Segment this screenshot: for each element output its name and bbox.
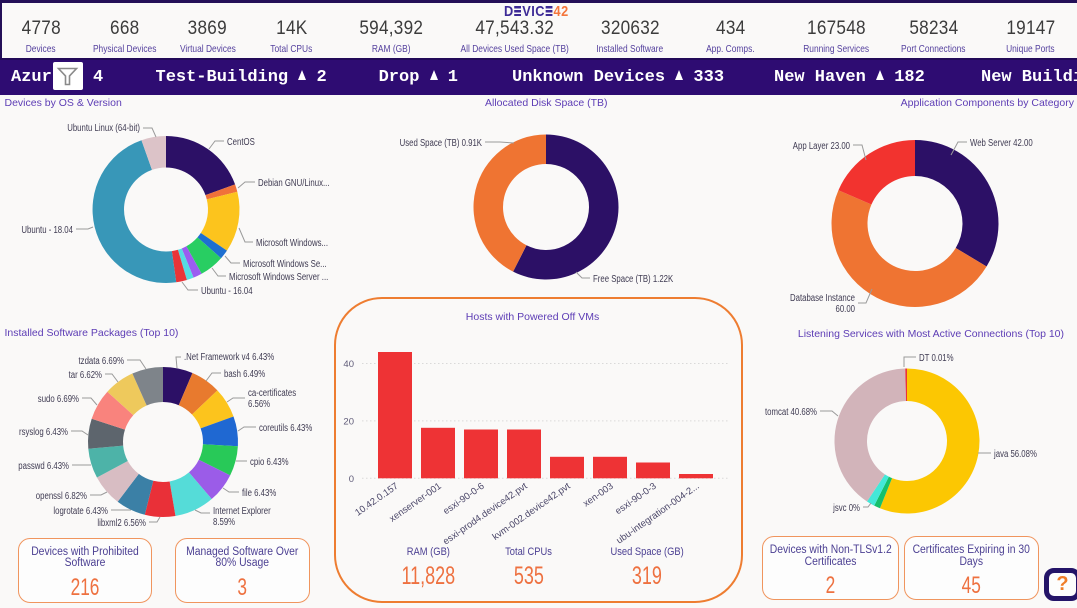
svg-text:xen-003: xen-003 (581, 481, 615, 510)
svg-text:ubu-integration-004-2...: ubu-integration-004-2... (614, 481, 701, 547)
svg-text:Ubuntu - 18.04: Ubuntu - 18.04 (21, 225, 73, 236)
svg-text:0: 0 (349, 474, 354, 485)
svg-text:Internet Explorer: Internet Explorer (213, 506, 271, 517)
svg-text:sudo 6.69%: sudo 6.69% (38, 394, 79, 405)
svg-text:20: 20 (343, 416, 354, 427)
svg-text:tar 6.62%: tar 6.62% (69, 370, 102, 381)
svg-text:CentOS: CentOS (227, 137, 255, 148)
svg-text:Ubuntu Linux (64-bit): Ubuntu Linux (64-bit) (67, 123, 140, 134)
svg-text:logrotate 6.43%: logrotate 6.43% (53, 506, 108, 517)
svg-text:Web Server 42.00: Web Server 42.00 (970, 138, 1033, 149)
svg-text:esxi-prod4.device42.pvt: esxi-prod4.device42.pvt (441, 481, 530, 548)
svg-text:40: 40 (343, 359, 354, 370)
svg-text:jsvc 0%: jsvc 0% (832, 503, 860, 514)
svg-text:Microsoft Windows...: Microsoft Windows... (256, 238, 328, 249)
svg-text:java 56.08%: java 56.08% (993, 449, 1037, 460)
svg-text:ca-certificates: ca-certificates (248, 388, 296, 399)
svg-text:6.56%: 6.56% (248, 399, 270, 410)
svg-text:kvm-002.device42.pvt: kvm-002.device42.pvt (491, 481, 573, 543)
svg-text:tzdata 6.69%: tzdata 6.69% (79, 356, 125, 367)
svg-text:8.59%: 8.59% (213, 517, 235, 528)
svg-text:rsyslog 6.43%: rsyslog 6.43% (19, 427, 68, 438)
svg-text:bash 6.49%: bash 6.49% (224, 369, 265, 380)
svg-text:60.00: 60.00 (836, 304, 856, 315)
svg-text:libxml2 6.56%: libxml2 6.56% (97, 518, 146, 529)
svg-text:Microsoft Windows Server ...: Microsoft Windows Server ... (229, 272, 328, 283)
svg-text:Free Space (TB) 1.22K: Free Space (TB) 1.22K (593, 274, 673, 285)
svg-text:tomcat 40.68%: tomcat 40.68% (765, 407, 817, 418)
svg-text:openssl 6.82%: openssl 6.82% (36, 491, 87, 502)
svg-text:App Layer 23.00: App Layer 23.00 (793, 141, 851, 152)
svg-text:Used Space (TB) 0.91K: Used Space (TB) 0.91K (400, 138, 483, 149)
svg-text:cpio 6.43%: cpio 6.43% (250, 457, 289, 468)
svg-text:.Net Framework v4 6.43%: .Net Framework v4 6.43% (184, 352, 274, 363)
svg-text:Ubuntu - 16.04: Ubuntu - 16.04 (201, 286, 253, 297)
svg-text:Microsoft Windows Se...: Microsoft Windows Se... (243, 259, 327, 270)
svg-text:Debian GNU/Linux...: Debian GNU/Linux... (258, 178, 330, 189)
svg-text:file 6.43%: file 6.43% (242, 488, 276, 499)
svg-text:DT 0.01%: DT 0.01% (919, 353, 954, 364)
svg-text:coreutils 6.43%: coreutils 6.43% (259, 423, 312, 434)
svg-text:passwd 6.43%: passwd 6.43% (18, 461, 69, 472)
svg-text:Database Instance: Database Instance (790, 293, 855, 304)
